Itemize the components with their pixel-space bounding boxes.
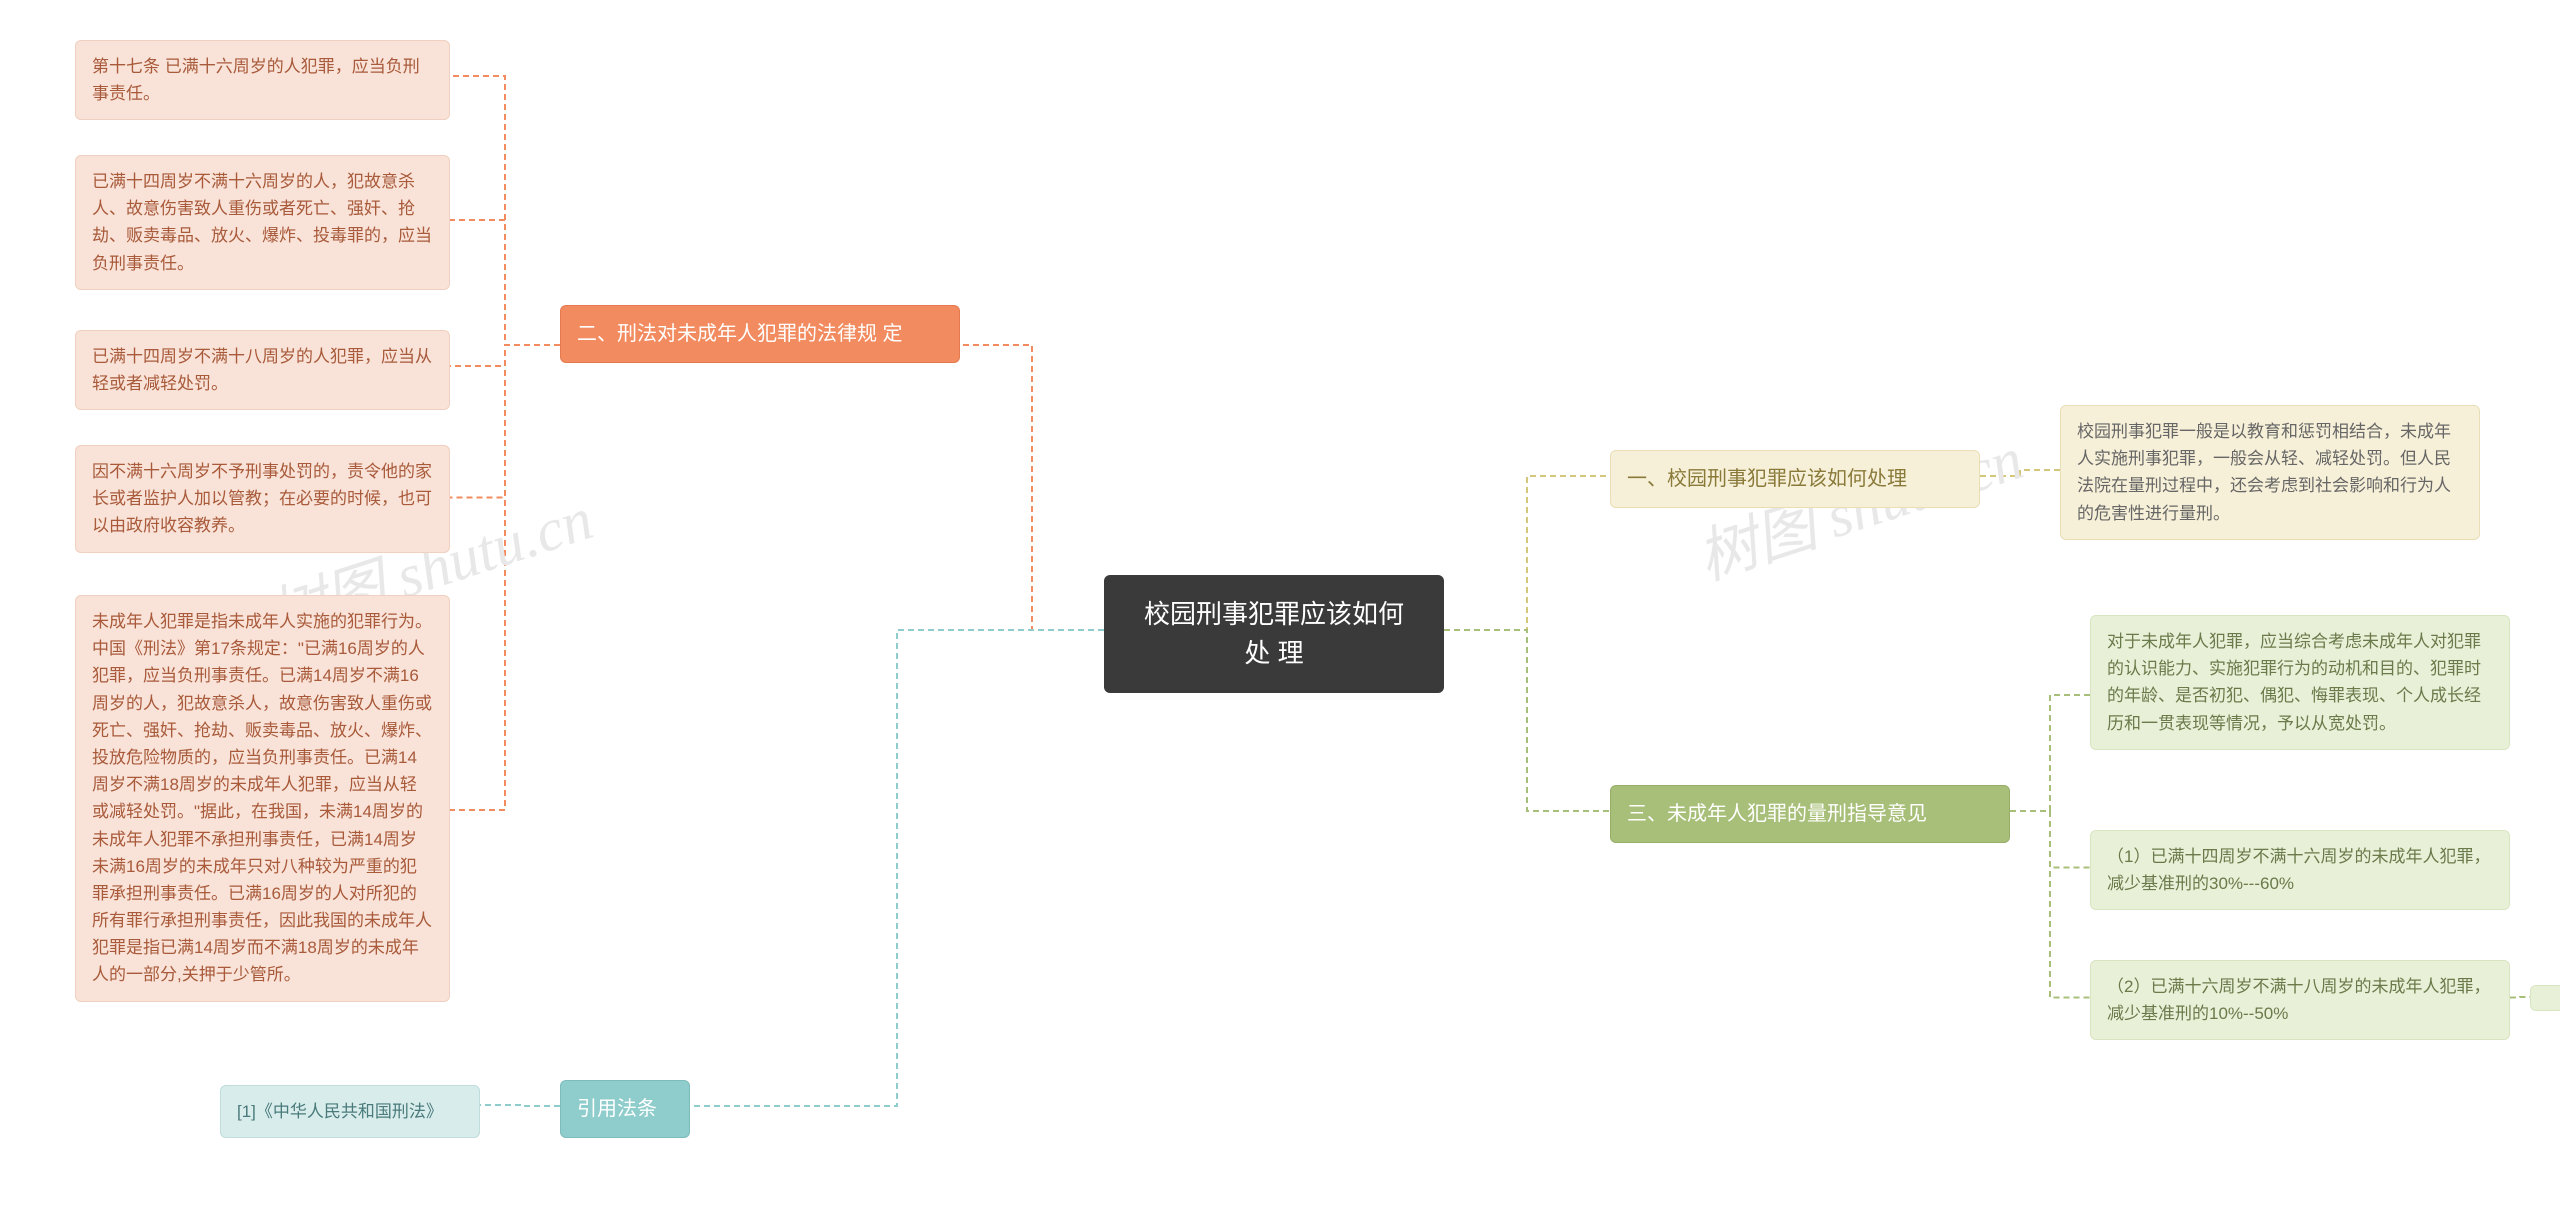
- branch-2-leaf-0: 第十七条 已满十六周岁的人犯罪，应当负刑事责任。: [75, 40, 450, 120]
- branch-3-leaf-1: （1）已满十四周岁不满十六周岁的未成年人犯罪，减少基准刑的30%---60%: [2090, 830, 2510, 910]
- branch-2-leaf-1: 已满十四周岁不满十六周岁的人，犯故意杀人、故意伤害致人重伤或者死亡、强奸、抢劫、…: [75, 155, 450, 290]
- branch-3-leaf-2-stub: [2530, 985, 2560, 1011]
- branch-1-leaf-0: 校园刑事犯罪一般是以教育和惩罚相结合，未成年人实施刑事犯罪，一般会从轻、减轻处罚…: [2060, 405, 2480, 540]
- branch-2: 二、刑法对未成年人犯罪的法律规 定: [560, 305, 960, 363]
- root-node: 校园刑事犯罪应该如何处 理: [1104, 575, 1444, 693]
- branch-3-leaf-0: 对于未成年人犯罪，应当综合考虑未成年人对犯罪的认识能力、实施犯罪行为的动机和目的…: [2090, 615, 2510, 750]
- branch-4-leaf-0: [1]《中华人民共和国刑法》: [220, 1085, 480, 1138]
- branch-3: 三、未成年人犯罪的量刑指导意见: [1610, 785, 2010, 843]
- branch-2-leaf-2: 已满十四周岁不满十八周岁的人犯罪，应当从轻或者减轻处罚。: [75, 330, 450, 410]
- branch-4: 引用法条: [560, 1080, 690, 1138]
- branch-2-leaf-3: 因不满十六周岁不予刑事处罚的，责令他的家长或者监护人加以管教；在必要的时候，也可…: [75, 445, 450, 553]
- branch-1: 一、校园刑事犯罪应该如何处理: [1610, 450, 1980, 508]
- branch-3-leaf-2: （2）已满十六周岁不满十八周岁的未成年人犯罪，减少基准刑的10%--50%: [2090, 960, 2510, 1040]
- branch-2-leaf-4: 未成年人犯罪是指未成年人实施的犯罪行为。中国《刑法》第17条规定："已满16周岁…: [75, 595, 450, 1002]
